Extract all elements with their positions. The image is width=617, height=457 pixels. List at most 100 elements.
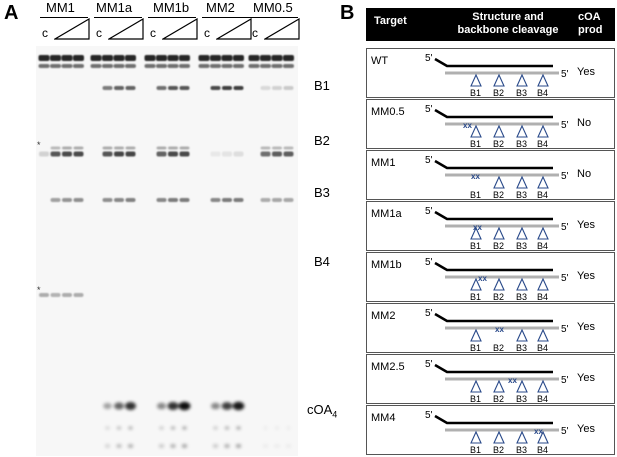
coa4-spot xyxy=(235,444,242,448)
substrate-band xyxy=(156,55,167,61)
band-b1 xyxy=(260,86,271,90)
substrate-band xyxy=(38,55,50,61)
band-b3 xyxy=(114,198,124,202)
site-label: B4 xyxy=(537,445,548,454)
duplex-structure-diagram: 5' 5' B1 B2 B3 B4 xx xyxy=(425,410,569,454)
marker-star: * xyxy=(37,140,41,150)
table-row: MM4 Yes 5' 5' B1 B2 B3 B4 xx xyxy=(366,405,615,455)
row-coa-prod: No xyxy=(577,168,592,180)
cleavage-site-icon xyxy=(470,73,482,87)
cleavage-site-icon xyxy=(493,379,505,393)
mismatch-mark: xx xyxy=(508,376,517,385)
five-prime-label-bottom: 5' xyxy=(561,69,569,80)
substrate-band xyxy=(73,55,84,61)
site-label: B1 xyxy=(470,445,481,454)
substrate-band xyxy=(125,64,136,68)
substrate-band xyxy=(61,55,73,61)
site-label: B4 xyxy=(537,139,548,148)
band-b2-upper xyxy=(50,146,61,150)
substrate-band xyxy=(271,64,283,68)
substrate-band xyxy=(90,55,102,61)
five-prime-label-top: 5' xyxy=(425,308,433,319)
site-label: B4 xyxy=(537,190,548,199)
band-b1 xyxy=(179,86,190,90)
row-coa-prod: Yes xyxy=(577,219,595,231)
substrate-band xyxy=(61,64,73,68)
gradient-triangle-icon xyxy=(108,18,144,40)
row-target-name: MM0.5 xyxy=(371,106,405,118)
substrate-band xyxy=(179,55,190,61)
control-lane-label: c xyxy=(96,26,102,40)
panel-a-letter: A xyxy=(4,2,19,24)
gel-image xyxy=(36,46,298,456)
cleavage-site-icon xyxy=(537,73,549,87)
cleavage-site-icon xyxy=(470,328,482,342)
band-b1 xyxy=(210,86,221,90)
row-coa-prod: Yes xyxy=(577,66,595,78)
mismatch-mark: xx xyxy=(495,325,504,334)
cleavage-site-icon xyxy=(470,124,482,138)
table-row: MM1b Yes 5' 5' B1 B2 B3 B4 xx xyxy=(366,252,615,302)
site-label: B4 xyxy=(537,292,548,301)
site-label: B2 xyxy=(493,292,504,301)
coa4-spot xyxy=(114,402,124,410)
row-coa-prod: No xyxy=(577,117,592,129)
group-label-mm1b: MM1b xyxy=(153,0,190,15)
site-label: B1 xyxy=(470,88,481,97)
band-b1 xyxy=(283,86,294,90)
substrate-band xyxy=(260,64,271,68)
band-b2 xyxy=(233,151,244,157)
site-label: B2 xyxy=(493,88,504,97)
target-strand xyxy=(434,159,553,170)
five-prime-label-top: 5' xyxy=(425,53,433,64)
coa4-spot xyxy=(104,444,111,448)
band-b2 xyxy=(50,151,61,157)
band-b2-upper xyxy=(260,146,271,150)
band-b3 xyxy=(62,198,72,202)
coa4-spot xyxy=(170,444,176,448)
band-b2 xyxy=(168,151,178,157)
band-b2 xyxy=(62,151,72,157)
five-prime-label-top: 5' xyxy=(425,359,433,370)
group-line xyxy=(148,17,196,18)
target-strand xyxy=(434,261,553,272)
coa4-spot xyxy=(224,444,230,448)
five-prime-label-bottom: 5' xyxy=(561,222,569,233)
substrate-band xyxy=(102,64,113,68)
header-target: Target xyxy=(374,15,407,27)
site-label: B3 xyxy=(516,241,527,250)
mismatch-mark: xx xyxy=(473,223,482,232)
site-label: B1 xyxy=(470,394,481,403)
target-strand xyxy=(434,312,553,323)
five-prime-label-bottom: 5' xyxy=(561,273,569,284)
group-label-mm2: MM2 xyxy=(206,0,235,15)
mismatch-mark: xx xyxy=(463,121,472,130)
band-b2-upper xyxy=(272,146,282,150)
substrate-band xyxy=(73,64,84,68)
cleavage-site-icon xyxy=(516,226,528,240)
coa4-spot xyxy=(127,444,134,448)
target-strand xyxy=(434,57,553,68)
coa4-spot xyxy=(262,444,269,448)
band-b1 xyxy=(272,86,282,90)
substrate-band xyxy=(210,64,221,68)
row-coa-prod: Yes xyxy=(577,321,595,333)
site-label: B2 xyxy=(493,241,504,250)
target-table: Target Structure and backbone cleavage c… xyxy=(366,8,615,455)
cleavage-site-icon xyxy=(493,277,505,291)
band-b2-upper xyxy=(168,146,178,150)
control-lane-label: c xyxy=(204,26,210,40)
gradient-triangle-icon xyxy=(54,18,90,40)
site-label: B4 xyxy=(537,241,548,250)
substrate-band xyxy=(113,55,125,61)
site-label: B2 xyxy=(493,445,504,454)
control-lane-label: c xyxy=(150,26,156,40)
control-lane-label: c xyxy=(252,26,258,40)
cleavage-site-icon xyxy=(470,277,482,291)
coa4-spot xyxy=(213,426,218,430)
site-label: B4 xyxy=(537,343,548,352)
substrate-band xyxy=(102,55,113,61)
band-star xyxy=(39,293,49,297)
target-strand xyxy=(434,363,553,374)
site-label: B1 xyxy=(470,343,481,352)
